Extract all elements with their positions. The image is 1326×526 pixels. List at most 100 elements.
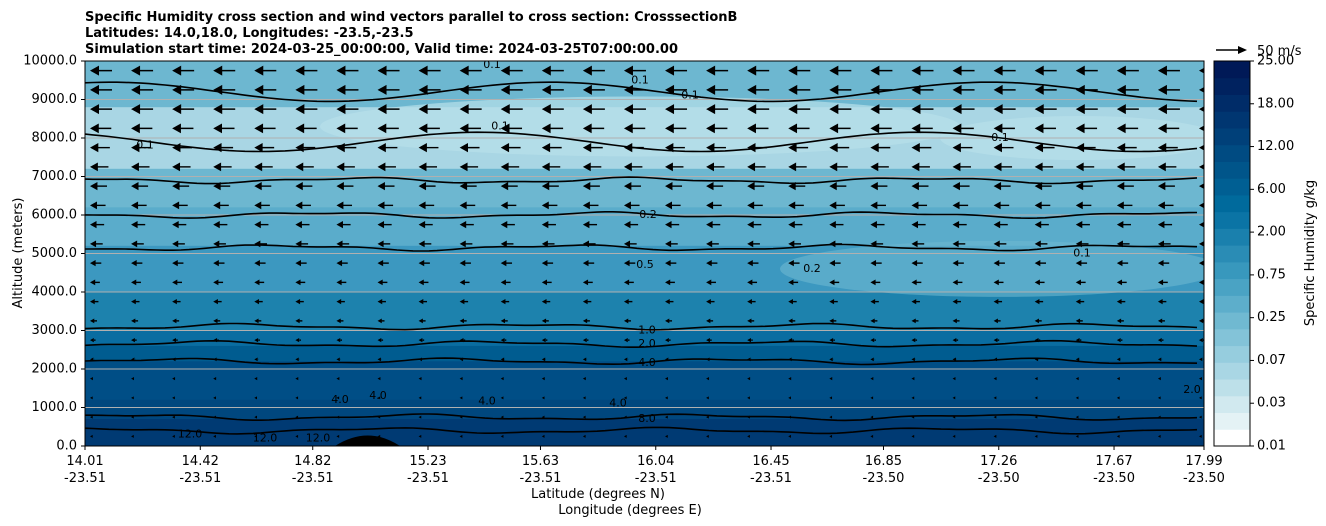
- colorbar-swatch-0: [1214, 429, 1250, 447]
- wind-arrow-head: [418, 260, 425, 267]
- wind-arrow-head: [336, 260, 343, 267]
- wind-arrow-head: [1199, 67, 1204, 74]
- wind-arrow-head: [952, 240, 959, 248]
- wind-arrow-head: [1075, 357, 1080, 362]
- wind-arrow: [1199, 106, 1204, 112]
- wind-arrow-head: [213, 84, 223, 95]
- wind-arrow: [1199, 67, 1204, 74]
- wind-arrow: [213, 143, 234, 153]
- wind-arrow: [993, 143, 1014, 153]
- colorbar-swatch-12: [1214, 228, 1250, 246]
- wind-arrow-head: [1199, 396, 1202, 400]
- wind-arrow: [459, 377, 463, 381]
- wind-arrow: [623, 396, 627, 400]
- wind-arrow-head: [131, 299, 136, 305]
- wind-arrow: [1157, 162, 1177, 172]
- wind-arrow: [1034, 434, 1038, 438]
- wind-arrow-head: [870, 299, 876, 305]
- wind-arrow: [541, 104, 564, 115]
- wind-arrow: [459, 434, 463, 438]
- wind-arrow-head: [1157, 162, 1166, 172]
- humidity-band-5: [85, 292, 1204, 331]
- wind-arrow-head: [500, 377, 504, 381]
- wind-arrow-head: [336, 299, 342, 305]
- wind-arrow-head: [623, 240, 631, 248]
- x-tick-label-lon: -23.50: [1183, 471, 1225, 486]
- wind-arrow-head: [706, 201, 714, 210]
- humidity-band-8: [85, 361, 1204, 401]
- wind-arrow-head: [1075, 123, 1085, 134]
- wind-arrow: [747, 415, 750, 419]
- wind-arrow-head: [1075, 201, 1083, 210]
- wind-arrow-head: [582, 240, 589, 248]
- wind-arrow-head: [131, 104, 141, 115]
- wind-arrow: [418, 279, 429, 286]
- wind-arrow: [706, 377, 710, 381]
- colorbar-swatch-22: [1214, 61, 1250, 79]
- wind-arrow-head: [172, 279, 178, 286]
- wind-arrow-head: [295, 338, 300, 343]
- wind-arrow-head: [418, 377, 422, 381]
- wind-arrow: [993, 318, 1001, 324]
- wind-arrow: [952, 299, 961, 305]
- wind-arrow-head: [418, 299, 424, 305]
- wind-arrow: [377, 357, 382, 362]
- wind-arrow-head: [1075, 377, 1079, 381]
- wind-arrow: [541, 240, 555, 248]
- wind-arrow: [336, 221, 351, 229]
- wind-arrow-head: [336, 123, 346, 134]
- wind-arrow: [747, 299, 756, 305]
- wind-arrow: [90, 434, 93, 438]
- wind-arrow-head: [1199, 279, 1204, 286]
- wind-arrow-head: [747, 182, 755, 191]
- wind-arrow: [1116, 396, 1120, 400]
- wind-arrow-head: [377, 201, 385, 210]
- wind-arrow-head: [172, 415, 175, 419]
- wind-arrow-head: [952, 357, 956, 362]
- wind-arrow-head: [911, 338, 916, 343]
- wind-arrow-head: [336, 201, 344, 210]
- wind-arrow-head: [295, 65, 305, 76]
- wind-arrow-head: [1199, 202, 1204, 209]
- wind-arrow-head: [1034, 434, 1038, 438]
- wind-arrow-head: [747, 338, 752, 343]
- wind-arrow: [911, 65, 934, 76]
- colorbar-swatch-16: [1214, 161, 1250, 179]
- wind-arrow: [1199, 377, 1202, 381]
- y-tick-label: 10000.0: [23, 54, 77, 69]
- wind-arrow: [295, 162, 314, 172]
- wind-arrow: [1199, 125, 1204, 132]
- contour-2.0: [85, 339, 1198, 348]
- wind-arrow: [1157, 396, 1161, 400]
- colorbar-swatch-1: [1214, 412, 1250, 430]
- wind-arrow: [1157, 65, 1180, 76]
- wind-arrow: [582, 65, 605, 76]
- wind-arrow-head: [377, 396, 381, 400]
- wind-arrow-head: [829, 221, 836, 229]
- contour-0.2: [85, 211, 1198, 220]
- wind-arrow-head: [706, 84, 716, 95]
- wind-arrow: [295, 357, 300, 362]
- wind-arrow-head: [541, 299, 547, 305]
- wind-arrow-head: [172, 221, 179, 229]
- wind-arrow-head: [665, 221, 672, 229]
- wind-arrow: [1075, 396, 1079, 400]
- wind-key-arrow: [1216, 46, 1247, 54]
- wind-arrow-head: [295, 279, 301, 286]
- wind-arrow-head: [500, 415, 504, 419]
- wind-arrow: [295, 123, 317, 134]
- wind-arrow: [172, 357, 177, 362]
- wind-arrow: [665, 396, 668, 400]
- wind-arrow: [459, 299, 469, 305]
- wind-arrow: [336, 201, 353, 210]
- wind-arrow-head: [829, 434, 833, 438]
- wind-arrow: [336, 240, 350, 248]
- wind-arrow: [295, 260, 307, 267]
- wind-arrow: [541, 434, 545, 438]
- wind-arrow-head: [418, 240, 425, 248]
- wind-arrow: [90, 201, 106, 210]
- wind-arrow-head: [1116, 415, 1120, 419]
- wind-arrow: [747, 377, 751, 381]
- wind-arrow: [1034, 65, 1057, 76]
- wind-arrow-head: [377, 84, 387, 95]
